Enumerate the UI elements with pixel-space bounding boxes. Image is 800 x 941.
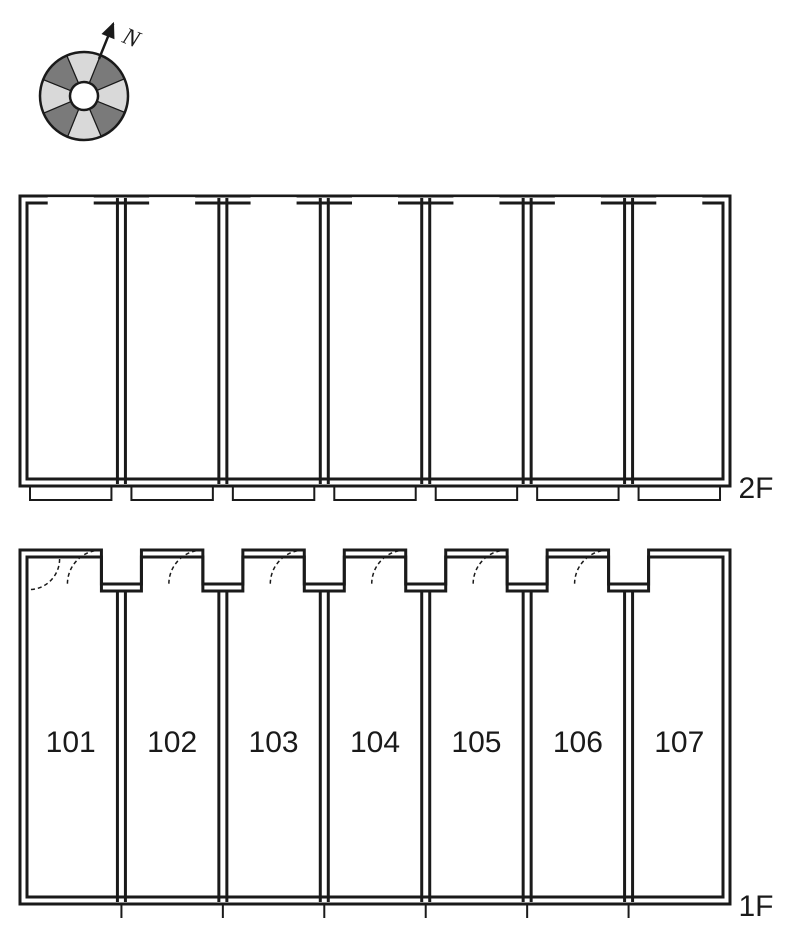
floor2-balcony <box>436 486 517 500</box>
door-swing <box>169 550 203 584</box>
floor2-window <box>352 197 398 206</box>
floor2-label: 2F <box>738 472 773 505</box>
floor2-balcony <box>131 486 212 500</box>
door-swing <box>270 550 304 584</box>
floor-1: 101 102 103 104 105 106 107 1F <box>20 550 774 923</box>
floor2-balcony <box>639 486 720 500</box>
unit-label: 106 <box>553 726 603 759</box>
unit-label: 101 <box>46 726 96 759</box>
floor2-balcony <box>30 486 111 500</box>
door-swing <box>29 559 60 590</box>
unit-label: 104 <box>350 726 400 759</box>
floor1-label: 1F <box>738 890 773 923</box>
compass-north-label: N <box>118 23 145 54</box>
floor2-balcony <box>334 486 415 500</box>
floor2-balcony <box>233 486 314 500</box>
floor-2: 2F <box>20 196 774 505</box>
floor2-window <box>555 197 601 206</box>
unit-label: 105 <box>451 726 501 759</box>
compass: N <box>27 2 157 154</box>
door-swing <box>372 550 406 584</box>
unit-label: 103 <box>249 726 299 759</box>
floor2-window <box>453 197 499 206</box>
floor2-window <box>656 197 702 206</box>
unit-label: 107 <box>654 726 704 759</box>
floor2-window <box>149 197 195 206</box>
door-swing <box>575 550 609 584</box>
unit-label: 102 <box>147 726 197 759</box>
door-swing <box>473 550 507 584</box>
door-swing <box>67 550 101 584</box>
floor2-balcony <box>537 486 618 500</box>
floor2-window <box>48 197 94 206</box>
floor2-window <box>251 197 297 206</box>
